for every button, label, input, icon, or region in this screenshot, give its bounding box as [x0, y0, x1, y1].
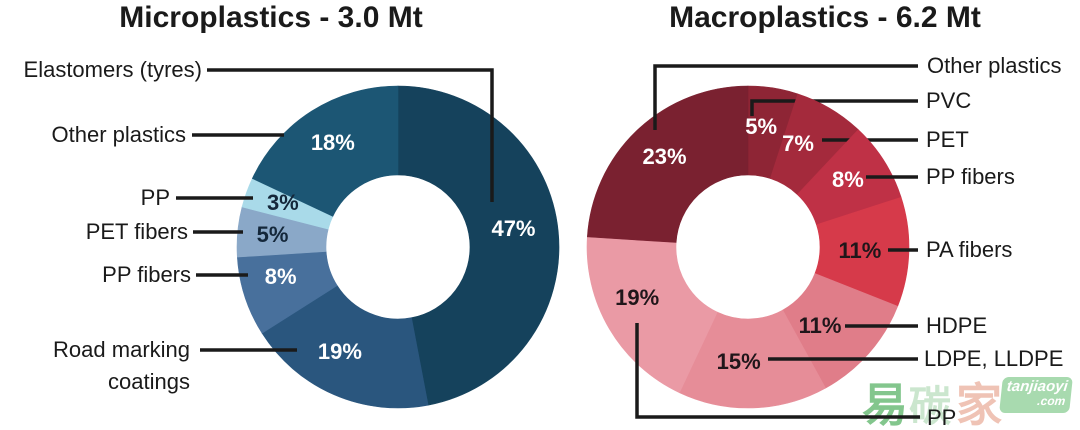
callout-label-elastomers-tyres: Elastomers (tyres)	[23, 57, 202, 82]
pct-label-other-plastics: 18%	[310, 130, 355, 156]
callout-label-pp-fibers: PP fibers	[102, 262, 191, 287]
pct-label-pp-fibers: 8%	[832, 166, 864, 192]
watermark-char-yi: 易	[862, 379, 908, 430]
donut-segment-elastomers-tyres	[397, 85, 560, 406]
donut-segment-other-plastics	[587, 85, 749, 243]
callout-label-road-marking-coatings: Road marking coatings	[53, 337, 190, 394]
watermark-char-tan: 碳	[909, 383, 952, 430]
pct-label-elastomers-tyres: 47%	[491, 216, 536, 242]
pct-label-pet: 7%	[782, 131, 814, 157]
callout-label-pa-fibers: PA fibers	[926, 237, 1013, 262]
callout-label-pp: PP	[927, 405, 957, 430]
pct-label-pp: 3%	[266, 189, 299, 215]
watermark-char-jia: 家	[956, 379, 1002, 430]
leader-line-other-plastics	[653, 64, 918, 130]
pct-label-hdpe: 11%	[798, 312, 842, 338]
chart-title-microplastics: Microplastics - 3.0 Mt	[119, 1, 423, 34]
pct-label-other-plastics: 23%	[642, 144, 687, 170]
callout-label-ldpe-lldpe: LDPE, LLDPE	[924, 346, 1064, 371]
leader-line-pp	[635, 323, 920, 419]
pct-label-ldpe-lldpe: 15%	[716, 348, 761, 374]
pct-label-pet-fibers: 5%	[256, 222, 289, 248]
callout-label-pet-fibers: PET fibers	[85, 219, 188, 244]
callout-label-pp-fibers: PP fibers	[926, 164, 1015, 189]
donut-segment-road-marking-coatings	[261, 285, 429, 409]
callout-label-pet: PET	[926, 127, 969, 152]
pct-label-pvc: 5%	[745, 114, 778, 140]
pct-label-pa-fibers: 11%	[838, 237, 882, 263]
donut-segment-ldpe-lldpe	[679, 309, 826, 409]
pct-label-road-marking-coatings: 19%	[317, 339, 362, 365]
pct-label-pp-fibers: 8%	[264, 263, 297, 289]
callout-label-hdpe: HDPE	[926, 313, 988, 338]
callout-label-pp: PP	[140, 185, 170, 210]
leader-line-elastomers-tyres	[207, 68, 494, 202]
callout-label-other-plastics: Other plastics	[927, 53, 1062, 78]
chart-title-macroplastics: Macroplastics - 6.2 Mt	[669, 1, 981, 34]
donut-segment-other-plastics	[251, 85, 399, 217]
leader-line-pvc	[750, 99, 918, 116]
callout-label-pvc: PVC	[926, 88, 972, 113]
callout-label-other-plastics: Other plastics	[51, 122, 187, 147]
pct-label-pp: 19%	[615, 285, 660, 311]
